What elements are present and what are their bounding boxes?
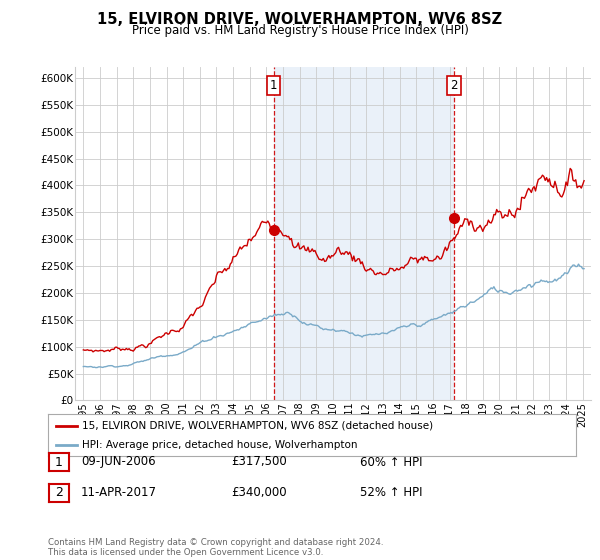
Text: 2: 2 [451,79,458,92]
Text: Contains HM Land Registry data © Crown copyright and database right 2024.
This d: Contains HM Land Registry data © Crown c… [48,538,383,557]
Text: Price paid vs. HM Land Registry's House Price Index (HPI): Price paid vs. HM Land Registry's House … [131,24,469,37]
Text: 15, ELVIRON DRIVE, WOLVERHAMPTON, WV6 8SZ (detached house): 15, ELVIRON DRIVE, WOLVERHAMPTON, WV6 8S… [82,421,433,431]
Text: 60% ↑ HPI: 60% ↑ HPI [360,455,422,469]
Text: 1: 1 [270,79,277,92]
Text: 09-JUN-2006: 09-JUN-2006 [81,455,155,469]
Text: 2: 2 [55,486,63,500]
Text: 15, ELVIRON DRIVE, WOLVERHAMPTON, WV6 8SZ: 15, ELVIRON DRIVE, WOLVERHAMPTON, WV6 8S… [97,12,503,27]
Text: 52% ↑ HPI: 52% ↑ HPI [360,486,422,500]
Text: HPI: Average price, detached house, Wolverhampton: HPI: Average price, detached house, Wolv… [82,440,358,450]
Text: £317,500: £317,500 [231,455,287,469]
Text: £340,000: £340,000 [231,486,287,500]
Text: 11-APR-2017: 11-APR-2017 [81,486,157,500]
Text: 1: 1 [55,455,63,469]
Bar [274,67,454,400]
